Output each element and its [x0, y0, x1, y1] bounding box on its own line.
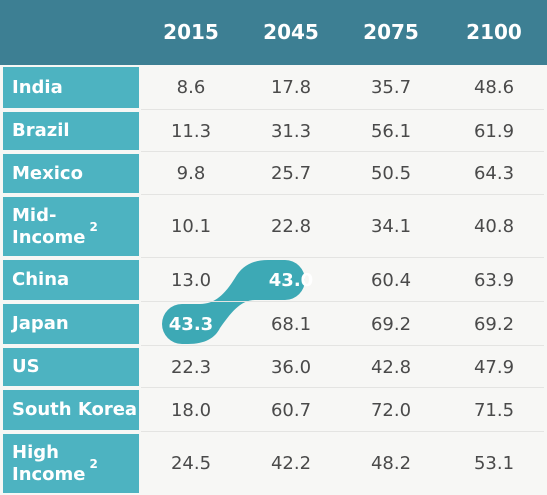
- table-cell: 50.5: [370, 163, 412, 184]
- footnote-marker: 2: [89, 219, 98, 234]
- row-label-text: Mexico: [12, 162, 83, 184]
- table-row: Mid- Income 2 10.1 22.8 34.1 40.8: [0, 195, 547, 258]
- row-label-text: Japan: [12, 313, 69, 334]
- table-cell: 40.8: [473, 216, 515, 237]
- table-cell: 71.5: [473, 399, 515, 421]
- row-label: Japan: [3, 304, 139, 344]
- table-cell: 61.9: [473, 120, 515, 142]
- row-divider: [141, 387, 544, 388]
- row-label: High Income 2: [3, 434, 139, 493]
- table-cell: 36.0: [270, 356, 312, 378]
- row-label: China: [3, 260, 139, 300]
- table-cell: 53.1: [473, 453, 515, 474]
- row-label-text: Mid- Income: [12, 204, 86, 248]
- table-cell: 9.8: [176, 163, 206, 184]
- table-cell: 11.3: [170, 120, 212, 142]
- table-cell: 47.9: [473, 356, 515, 378]
- column-header-2015: 2015: [163, 20, 219, 44]
- table-cell: 34.1: [370, 216, 412, 237]
- table-row: High Income 2 24.5 42.2 48.2 53.1: [0, 432, 547, 495]
- column-header-2075: 2075: [363, 20, 419, 44]
- table-cell: 69.2: [473, 313, 515, 335]
- row-divider: [141, 194, 544, 195]
- column-header-2100: 2100: [466, 20, 522, 44]
- row-label: India: [3, 67, 139, 108]
- table-cell: 31.3: [270, 120, 312, 142]
- table-cell: 24.5: [170, 453, 212, 474]
- row-label-text: India: [12, 76, 63, 98]
- table-row: Mexico 9.8 25.7 50.5 64.3: [0, 152, 547, 195]
- table-header: 2015 2045 2075 2100: [0, 0, 547, 65]
- row-divider: [141, 151, 544, 152]
- table-cell: 42.2: [270, 453, 312, 474]
- table-cell: 48.6: [473, 77, 515, 98]
- row-label-text: US: [12, 356, 40, 377]
- table-cell: 60.4: [370, 269, 412, 291]
- table-row: US 22.3 36.0 42.8 47.9: [0, 346, 547, 388]
- highlighted-cell: 43.3: [168, 313, 214, 335]
- table-cell: 72.0: [370, 399, 412, 421]
- table-row: India 8.6 17.8 35.7 48.6: [0, 65, 547, 110]
- table-cell: 13.0: [170, 269, 212, 291]
- column-header-2045: 2045: [263, 20, 319, 44]
- highlighted-cell: 43.0: [268, 269, 314, 291]
- table-cell: 60.7: [270, 399, 312, 421]
- table-row: South Korea 18.0 60.7 72.0 71.5: [0, 388, 547, 432]
- table-row: Japan 43.3 68.1 69.2 69.2: [0, 302, 547, 346]
- row-label: Mexico: [3, 154, 139, 193]
- table-cell: 17.8: [270, 77, 312, 98]
- table-row: China 13.0 43.0 60.4 63.9: [0, 258, 547, 302]
- row-label: South Korea: [3, 390, 139, 430]
- table-cell: 64.3: [473, 163, 515, 184]
- table-cell: 69.2: [370, 313, 412, 335]
- row-label-text: China: [12, 269, 70, 290]
- table-cell: 25.7: [270, 163, 312, 184]
- row-divider: [141, 301, 544, 302]
- table-cell: 22.3: [170, 356, 212, 378]
- table-cell: 35.7: [370, 77, 412, 98]
- row-label-text: South Korea: [12, 399, 138, 420]
- row-label: Mid- Income 2: [3, 197, 139, 256]
- row-label-text: High Income: [12, 441, 86, 485]
- table-cell: 8.6: [176, 77, 206, 98]
- row-label: Brazil: [3, 112, 139, 150]
- highlight-connector: [162, 260, 305, 344]
- row-divider: [141, 431, 544, 432]
- row-divider: [141, 345, 544, 346]
- table-cell: 10.1: [170, 216, 212, 237]
- table-cell: 42.8: [370, 356, 412, 378]
- table-cell: 48.2: [370, 453, 412, 474]
- table-cell: 63.9: [473, 269, 515, 291]
- row-divider: [141, 257, 544, 258]
- table-row: Brazil 11.3 31.3 56.1 61.9: [0, 110, 547, 152]
- row-divider: [141, 109, 544, 110]
- row-label-text: Brazil: [12, 120, 70, 141]
- table-cell: 18.0: [170, 399, 212, 421]
- table-cell: 56.1: [370, 120, 412, 142]
- footnote-marker: 2: [89, 456, 98, 471]
- row-label: US: [3, 348, 139, 386]
- table-cell: 68.1: [270, 313, 312, 335]
- table-cell: 22.8: [270, 216, 312, 237]
